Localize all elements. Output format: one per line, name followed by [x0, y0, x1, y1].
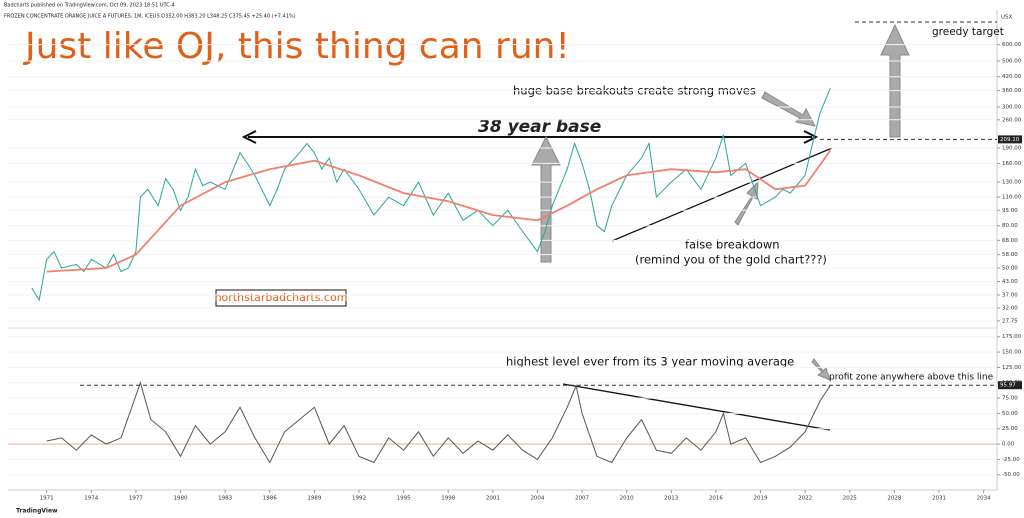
y-tick-label: 58.00 [1002, 252, 1018, 258]
y-tick-label: 0.00 [1002, 442, 1015, 448]
x-tick-label: 2034 [977, 496, 991, 502]
annotation: profit zone anywhere above this line [829, 373, 994, 383]
gray-arrow [880, 23, 910, 138]
y-tick-label: 37.00 [1002, 293, 1018, 299]
y-tick-label: 95.00 [1002, 208, 1018, 214]
symbol: FROZEN CONCENTRATE ORANGE JUICE A FUTURE… [4, 14, 296, 20]
y-tick-label: 27.75 [1002, 318, 1018, 324]
annotation: greedy target [932, 26, 1004, 38]
y-tick-label: 125.00 [1002, 365, 1022, 371]
x-tick-label: 2031 [932, 496, 946, 502]
gray-arrow [761, 91, 816, 127]
y-tick-label: 75.00 [1002, 396, 1018, 402]
annotation: 38 year base [478, 117, 601, 137]
annotation: highest level ever from its 3 year movin… [506, 355, 794, 369]
x-tick-label: 1980 [174, 496, 188, 502]
y-tick-label: 110.00 [1002, 195, 1022, 201]
site-box [215, 289, 347, 307]
brand: TradingView [16, 508, 58, 515]
x-tick-label: 2007 [575, 496, 589, 502]
x-tick-label: 2013 [664, 496, 678, 502]
x-tick-label: 1986 [263, 496, 277, 502]
y-tick-label: -25.00 [1002, 457, 1020, 463]
gray-arrow [531, 135, 561, 263]
x-tick-label: 2010 [620, 496, 634, 502]
level-box [998, 381, 1022, 390]
x-tick-label: 1998 [441, 496, 455, 502]
level-label: 209.10 [1000, 137, 1020, 143]
y-tick-label: 160.00 [1002, 161, 1022, 167]
level-label: 95.97 [1000, 383, 1016, 389]
x-tick-label: 1989 [307, 496, 321, 502]
y-tick-label: 600.00 [1002, 42, 1022, 48]
y-tick-label: 300.00 [1002, 104, 1022, 110]
arrow-head [241, 130, 257, 144]
publisher: Badcharts published on TradingView.com, … [4, 3, 175, 9]
y-tick-label: 130.00 [1002, 180, 1022, 186]
y-tick-label: 32.00 [1002, 306, 1018, 312]
x-tick-label: 1983 [218, 496, 232, 502]
x-tick-label: 2028 [887, 496, 901, 502]
annotation: false breakdown [685, 238, 780, 252]
x-tick-label: 1992 [352, 496, 366, 502]
y-tick-label: 68.00 [1002, 238, 1018, 244]
y-tick-label: 175.00 [1002, 334, 1022, 340]
y-tick-label: 43.00 [1002, 279, 1018, 285]
gray-arrow [811, 358, 831, 381]
level-box [998, 135, 1022, 144]
site: northstarbadcharts.com [215, 291, 348, 304]
x-tick-label: 2004 [530, 496, 544, 502]
gray-arrow [734, 180, 759, 226]
unit: USX [1001, 15, 1013, 21]
x-tick-label: 1977 [129, 496, 143, 502]
y-tick-label: 50.00 [1002, 265, 1018, 271]
y-tick-label: -50.00 [1002, 472, 1020, 478]
y-tick-label: 360.00 [1002, 88, 1022, 94]
y-tick-label: 50.00 [1002, 411, 1018, 417]
x-tick-label: 2022 [798, 496, 812, 502]
y-tick-label: 150.00 [1002, 350, 1022, 356]
x-tick-label: 2001 [486, 496, 500, 502]
y-tick-label: 260.00 [1002, 117, 1022, 123]
chart-title: Just like OJ, this thing can run! [23, 26, 570, 67]
trend-line [611, 147, 833, 242]
series-line [31, 87, 831, 302]
x-tick-label: 2019 [754, 496, 768, 502]
series-line [46, 149, 832, 273]
y-tick-label: 25.00 [1002, 426, 1018, 432]
x-tick-label: 1974 [84, 496, 98, 502]
series-line [46, 381, 831, 464]
y-tick-label: 500.00 [1002, 59, 1022, 65]
x-tick-label: 2016 [709, 496, 723, 502]
x-tick-label: 1971 [40, 496, 54, 502]
annotation: (remind you of the gold chart???) [635, 253, 827, 267]
arrow-head [803, 130, 819, 144]
x-tick-label: 1995 [397, 496, 411, 502]
y-tick-label: 80.00 [1002, 223, 1018, 229]
y-tick-label: 190.00 [1002, 145, 1022, 151]
y-tick-label: 420.00 [1002, 74, 1022, 80]
x-tick-label: 2025 [843, 496, 857, 502]
trend-line [562, 383, 831, 431]
